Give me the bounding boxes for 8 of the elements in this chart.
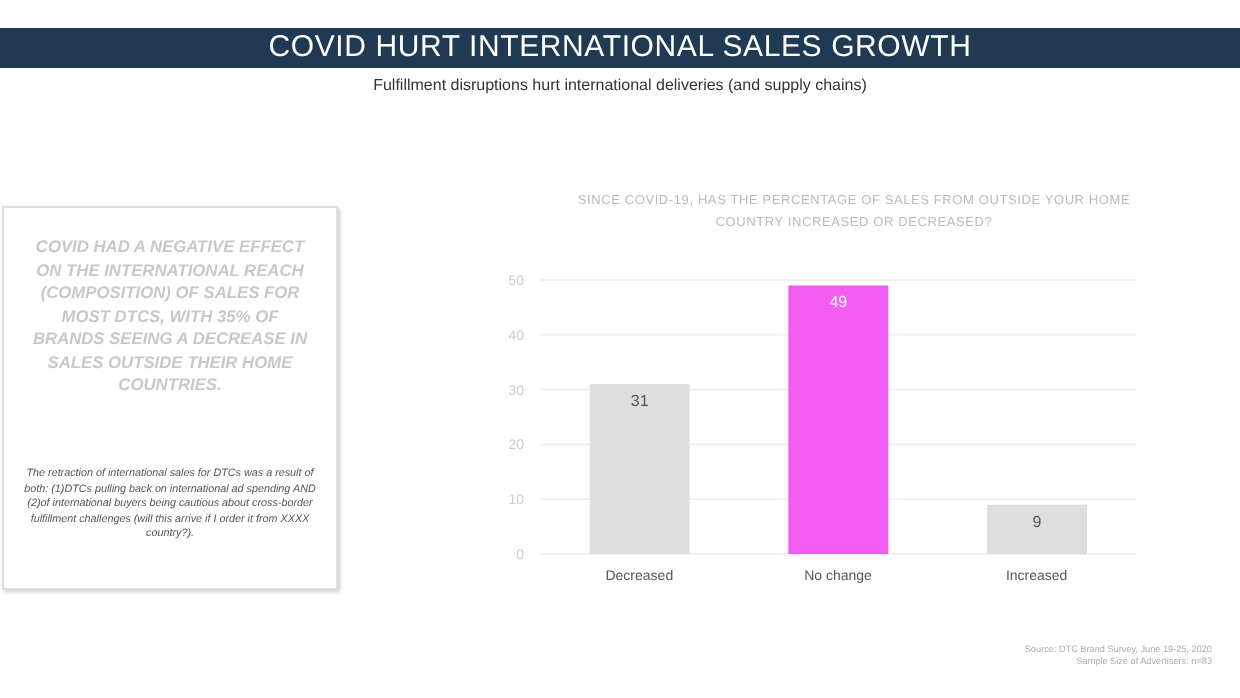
bar [589,384,690,554]
data-label: 49 [829,293,849,312]
bar [987,504,1087,554]
data-label: 31 [630,392,650,411]
data-label: 9 [1032,512,1043,531]
chart-subtitle: Fulfillment disruptions hurt international deliveries (and supply chains) [371,76,869,94]
bar [788,285,889,554]
chart-title: COVID HURT INTERNATIONAL SALES GROWTH [0,28,1240,68]
